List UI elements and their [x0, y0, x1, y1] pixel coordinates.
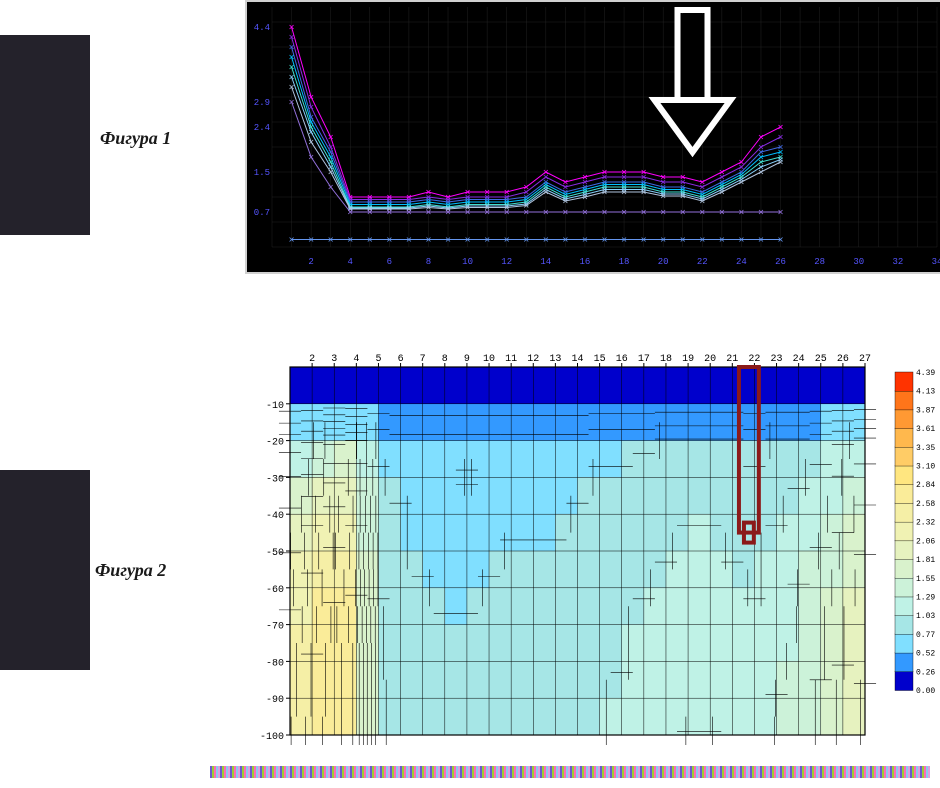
- svg-text:0.26: 0.26: [916, 668, 935, 677]
- svg-text:14: 14: [540, 257, 551, 267]
- svg-text:0.52: 0.52: [916, 650, 935, 659]
- svg-text:-100: -100: [260, 732, 284, 743]
- svg-text:-20: -20: [266, 438, 284, 449]
- svg-text:-40: -40: [266, 511, 284, 522]
- svg-text:1.81: 1.81: [916, 556, 935, 565]
- svg-text:3.35: 3.35: [916, 444, 935, 453]
- svg-text:2.58: 2.58: [916, 500, 935, 509]
- svg-text:8: 8: [426, 257, 431, 267]
- svg-text:-80: -80: [266, 658, 284, 669]
- svg-text:6: 6: [387, 257, 392, 267]
- svg-text:18: 18: [619, 257, 630, 267]
- svg-text:2.06: 2.06: [916, 537, 935, 546]
- svg-text:3.87: 3.87: [916, 406, 935, 415]
- svg-text:-30: -30: [266, 474, 284, 485]
- svg-text:2.4: 2.4: [254, 123, 270, 133]
- svg-text:0.7: 0.7: [254, 208, 270, 218]
- chart2-plot: 2345678910111213141516171819202122232425…: [245, 345, 940, 745]
- svg-text:1.29: 1.29: [916, 593, 935, 602]
- svg-text:-70: -70: [266, 622, 284, 633]
- svg-text:2.9: 2.9: [254, 98, 270, 108]
- svg-text:3.61: 3.61: [916, 425, 935, 434]
- svg-text:3.10: 3.10: [916, 463, 935, 472]
- chart2-container: 2345678910111213141516171819202122232425…: [245, 345, 940, 745]
- svg-text:10: 10: [462, 257, 473, 267]
- svg-text:0.00: 0.00: [916, 687, 935, 696]
- svg-text:22: 22: [697, 257, 708, 267]
- svg-text:4.13: 4.13: [916, 388, 935, 397]
- svg-text:4.4: 4.4: [254, 23, 270, 33]
- svg-text:16: 16: [580, 257, 591, 267]
- svg-text:-60: -60: [266, 585, 284, 596]
- figure1-label: Фигура 1: [100, 128, 171, 149]
- svg-text:2.84: 2.84: [916, 481, 935, 490]
- svg-text:-90: -90: [266, 695, 284, 706]
- svg-text:-10: -10: [266, 401, 284, 412]
- svg-text:28: 28: [814, 257, 825, 267]
- svg-text:1.03: 1.03: [916, 612, 935, 621]
- svg-text:4: 4: [348, 257, 353, 267]
- decorative-wedge-1: [0, 35, 90, 235]
- svg-text:-50: -50: [266, 548, 284, 559]
- svg-text:4.39: 4.39: [916, 369, 935, 378]
- svg-text:2: 2: [308, 257, 313, 267]
- chart1-plot: 2468101214161820222426283032340.71.52.42…: [247, 2, 940, 272]
- svg-text:30: 30: [853, 257, 864, 267]
- svg-text:0.77: 0.77: [916, 631, 935, 640]
- svg-text:1.5: 1.5: [254, 168, 270, 178]
- noise-footer-strip: [210, 766, 930, 778]
- svg-text:26: 26: [775, 257, 786, 267]
- figure2-label: Фигура 2: [95, 560, 166, 581]
- svg-text:32: 32: [892, 257, 903, 267]
- svg-text:34: 34: [932, 257, 940, 267]
- svg-text:24: 24: [736, 257, 747, 267]
- svg-text:12: 12: [501, 257, 512, 267]
- svg-text:1.55: 1.55: [916, 575, 935, 584]
- svg-text:20: 20: [658, 257, 669, 267]
- decorative-wedge-2: [0, 470, 90, 670]
- svg-text:2.32: 2.32: [916, 519, 935, 528]
- chart1-container: 2468101214161820222426283032340.71.52.42…: [245, 0, 940, 274]
